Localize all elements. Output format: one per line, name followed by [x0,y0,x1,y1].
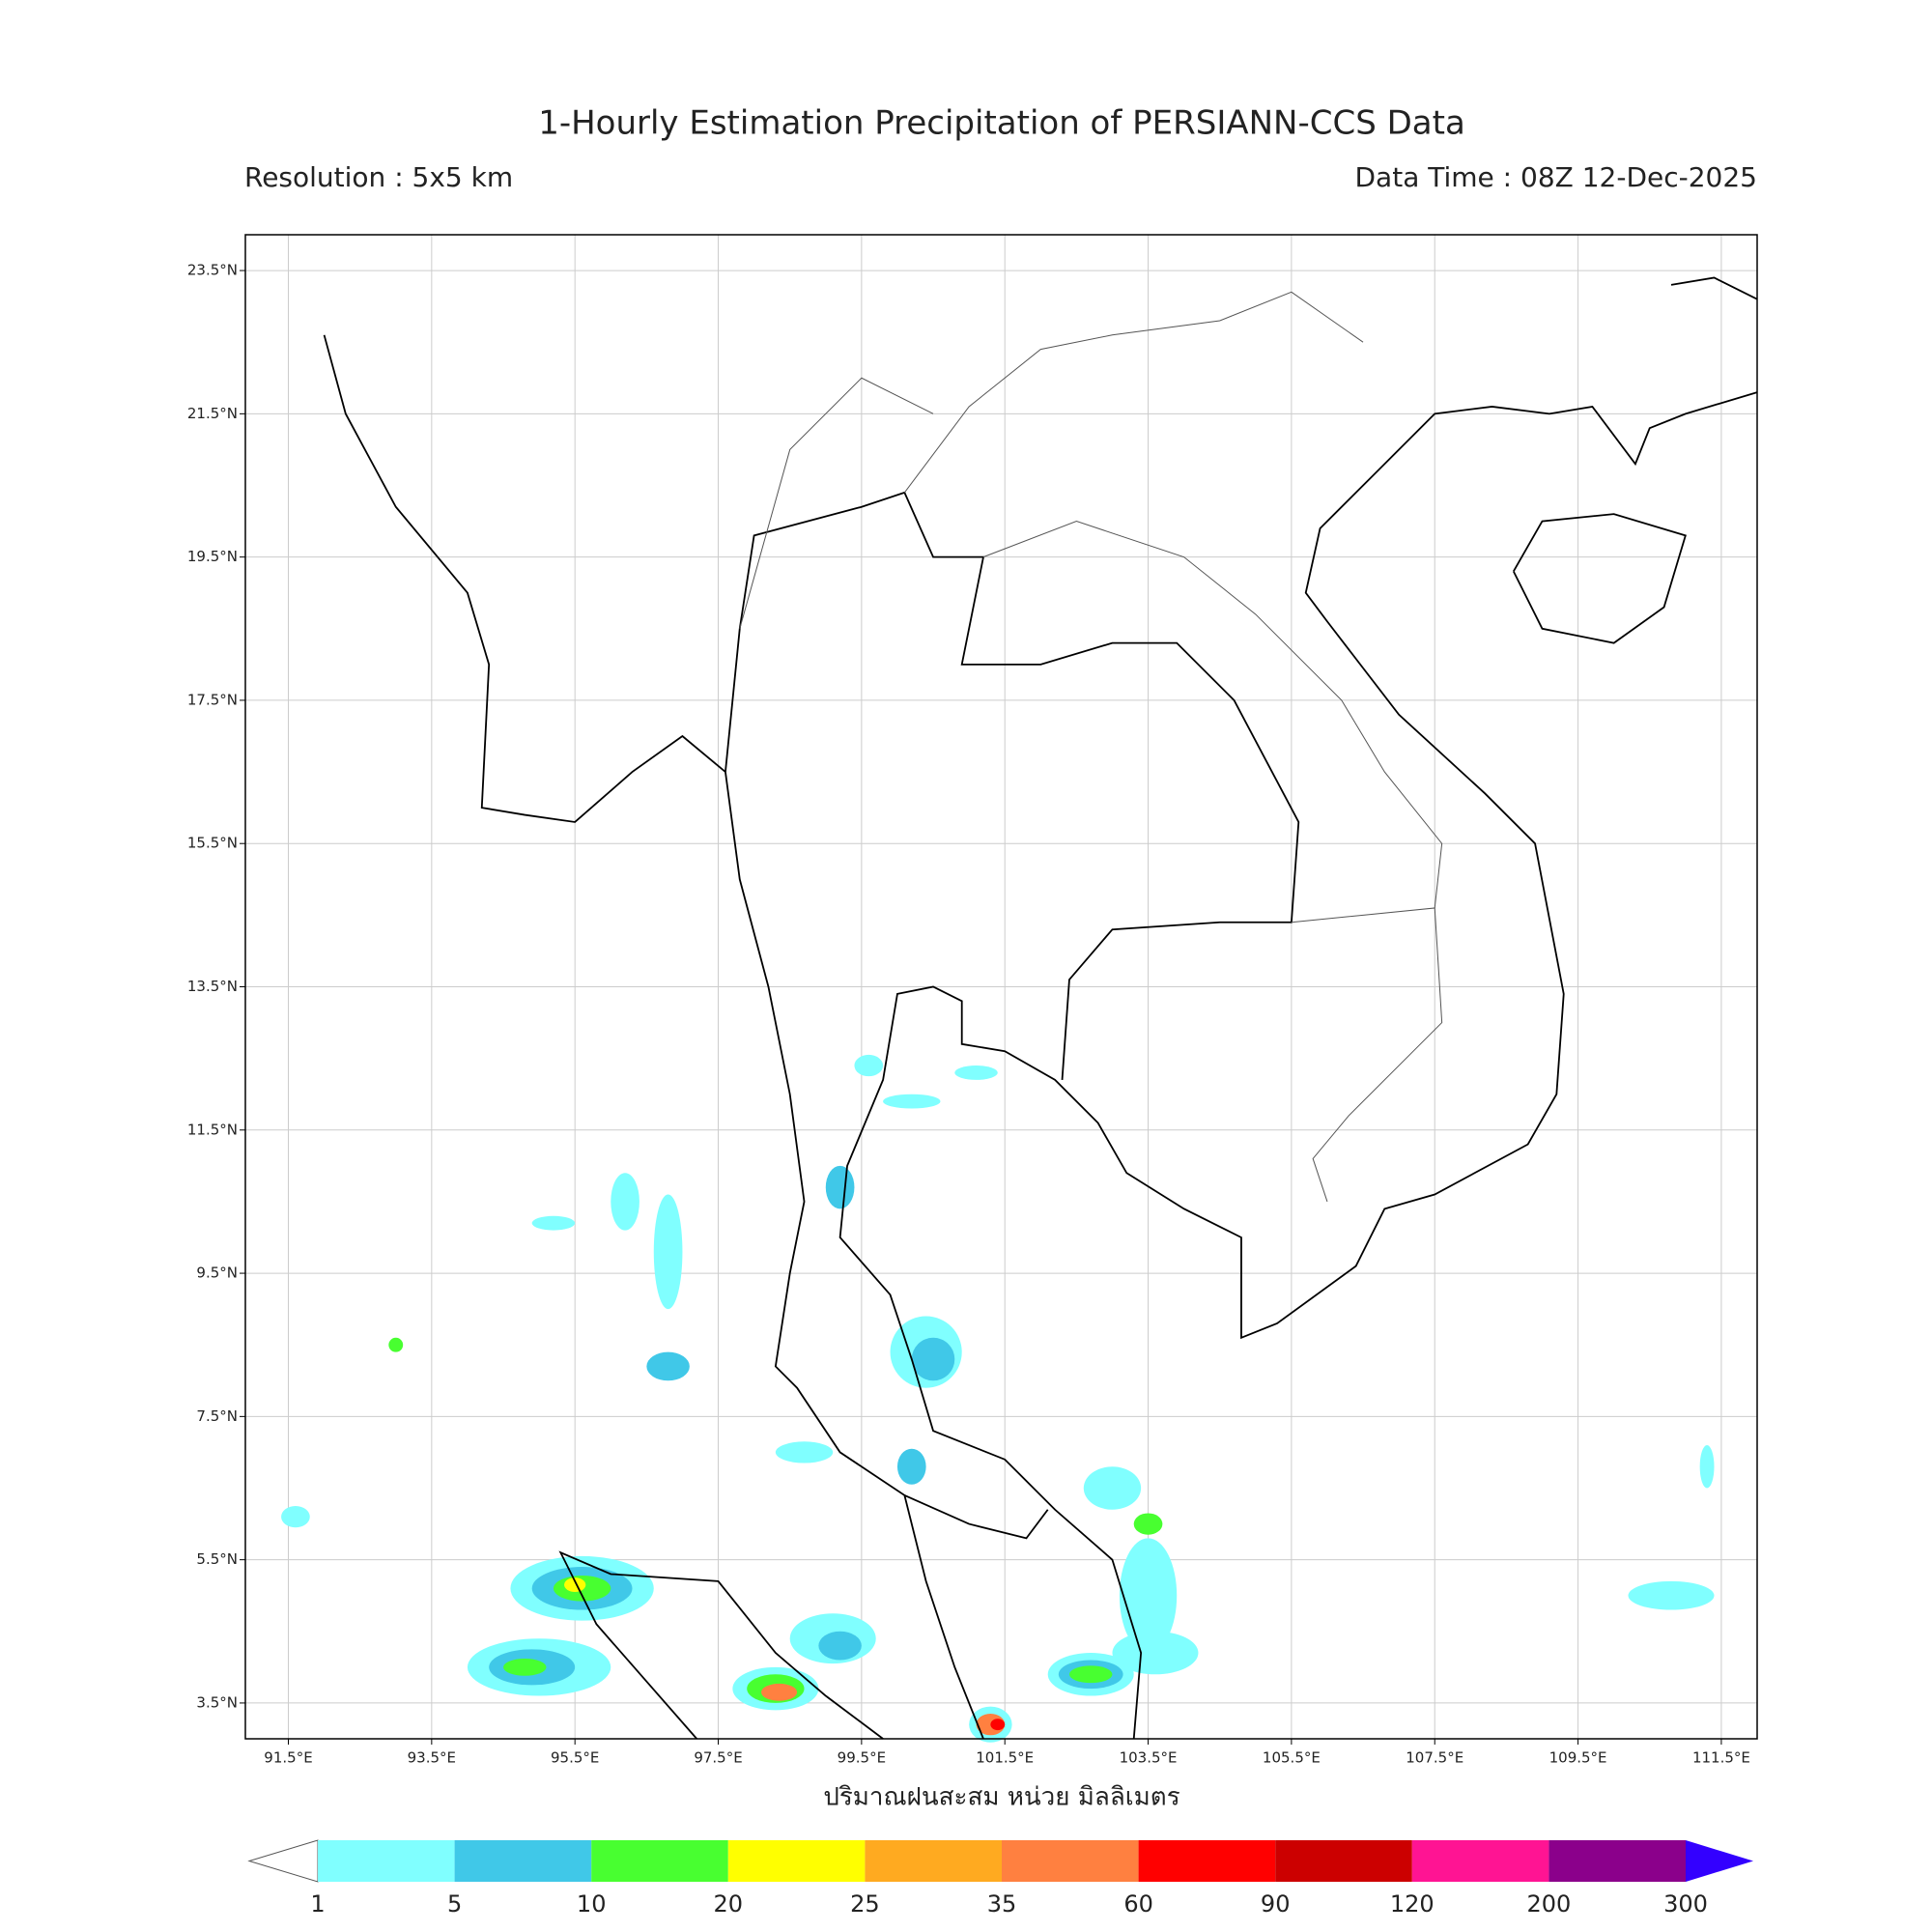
graticule: 91.5°E 93.5°E 95.5°E 97.5°E 99.5°E 101.5°E 103… [187,235,1757,1767]
colorbar-tick-label: 10 [577,1890,607,1918]
lon-tick-label: 107.5°E [1406,1749,1463,1767]
thai-border [724,491,1300,1080]
lon-tick-label: 105.5°E [1263,1749,1321,1767]
coastline [838,391,1758,1740]
colorbar-tick-label: 20 [714,1890,744,1918]
colorbar-tick-label: 90 [1261,1890,1291,1918]
country-border [903,291,1364,494]
colorbar-label: ปริมาณฝนสะสม หน่วย มิลลิเมตร [823,1783,1179,1812]
lat-tick-label: 11.5°N [187,1121,238,1138]
colorbar-tick-label: 1 [310,1890,325,1918]
lon-tick-label: 99.5°E [838,1749,886,1767]
lon-tick-label: 91.5°E [264,1749,312,1767]
colorbar-segment [865,1840,1002,1882]
rain-area [1133,1513,1163,1535]
lat-tick-label: 17.5°N [187,691,238,708]
colorbar-segment [1548,1840,1686,1882]
rain-area [1628,1580,1715,1610]
colorbar-segment [1411,1840,1549,1882]
lat-tick-label: 19.5°N [187,548,238,565]
colorbar-tick-label: 200 [1526,1890,1571,1918]
lat-tick-label: 3.5°N [196,1693,238,1711]
rain-layer [281,1054,1715,1743]
lat-tick-label: 21.5°N [187,405,238,422]
colorbar-tick-label: 60 [1123,1890,1153,1918]
rain-area [564,1577,586,1593]
rain-area [761,1683,798,1701]
rain-area [1112,1631,1199,1675]
colorbar-tick-label: 35 [987,1890,1017,1918]
colorbar-segment [727,1840,866,1882]
country-border [1291,907,1443,1203]
rain-area [825,1165,855,1209]
lat-tick-label: 23.5°N [187,262,238,279]
map-frame [244,234,1758,1740]
lon-tick-label: 109.5°E [1549,1749,1607,1767]
lon-tick-label: 97.5°E [694,1749,742,1767]
lat-tick-label: 9.5°N [196,1264,238,1282]
resolution: Resolution : 5x5 km [244,161,513,193]
coastline [323,334,984,1740]
rain-area [1068,1665,1113,1684]
colorbar-segment [1002,1840,1139,1882]
lon-tick-label: 93.5°E [408,1749,456,1767]
thai-border [904,1494,1049,1540]
rain-area [818,1631,862,1661]
title: 1-Hourly Estimation Precipitation of PER… [538,104,1465,143]
coastline-layer [323,276,1758,1740]
colorbar-over [1686,1840,1753,1882]
rain-area [388,1337,404,1352]
colorbar-segment [1275,1840,1412,1882]
rain-area [611,1173,639,1231]
colorbar-segment [318,1840,455,1882]
rain-area [281,1506,310,1528]
rain-area [1083,1466,1142,1510]
coastline [1513,513,1687,644]
rain-area [1119,1538,1178,1654]
lat-tick-label: 5.5°N [196,1550,238,1568]
rain-area [954,1065,998,1080]
rain-area [503,1658,547,1676]
colorbar-tick-label: 25 [850,1890,880,1918]
coastline [1670,276,1758,300]
rain-area [775,1441,834,1463]
rain-area [883,1094,941,1109]
rain-area [896,1448,926,1485]
colorbar-under [247,1839,319,1883]
colorbar-tick-label: 120 [1390,1890,1435,1918]
country-border [982,521,1443,908]
lon-tick-label: 95.5°E [551,1749,599,1767]
coastline [558,1550,884,1740]
lon-tick-label: 101.5°E [976,1749,1034,1767]
colorbar-segment [591,1840,728,1882]
lon-tick-label: 111.5°E [1692,1749,1750,1767]
colorbar-tick-label: 5 [447,1890,462,1918]
rain-area [990,1719,1006,1731]
colorbar-segment [1138,1840,1276,1882]
rain-area [854,1054,884,1077]
rain-area [653,1194,683,1310]
colorbar-tick-label: 300 [1663,1890,1708,1918]
rain-area [1699,1445,1715,1489]
country-border [739,377,934,629]
rain-area [646,1351,690,1381]
rain-area [531,1215,576,1231]
lat-tick-label: 7.5°N [196,1407,238,1425]
data-time: Data Time : 08Z 12-Dec-2025 [1355,161,1758,193]
lat-tick-label: 13.5°N [187,978,238,995]
lon-tick-label: 103.5°E [1120,1749,1178,1767]
colorbar-segment [454,1840,592,1882]
lat-tick-label: 15.5°N [187,835,238,852]
rain-area [911,1337,955,1381]
colorbar: 1 5 10 20 25 35 60 90 120 200 300 [247,1839,1753,1918]
